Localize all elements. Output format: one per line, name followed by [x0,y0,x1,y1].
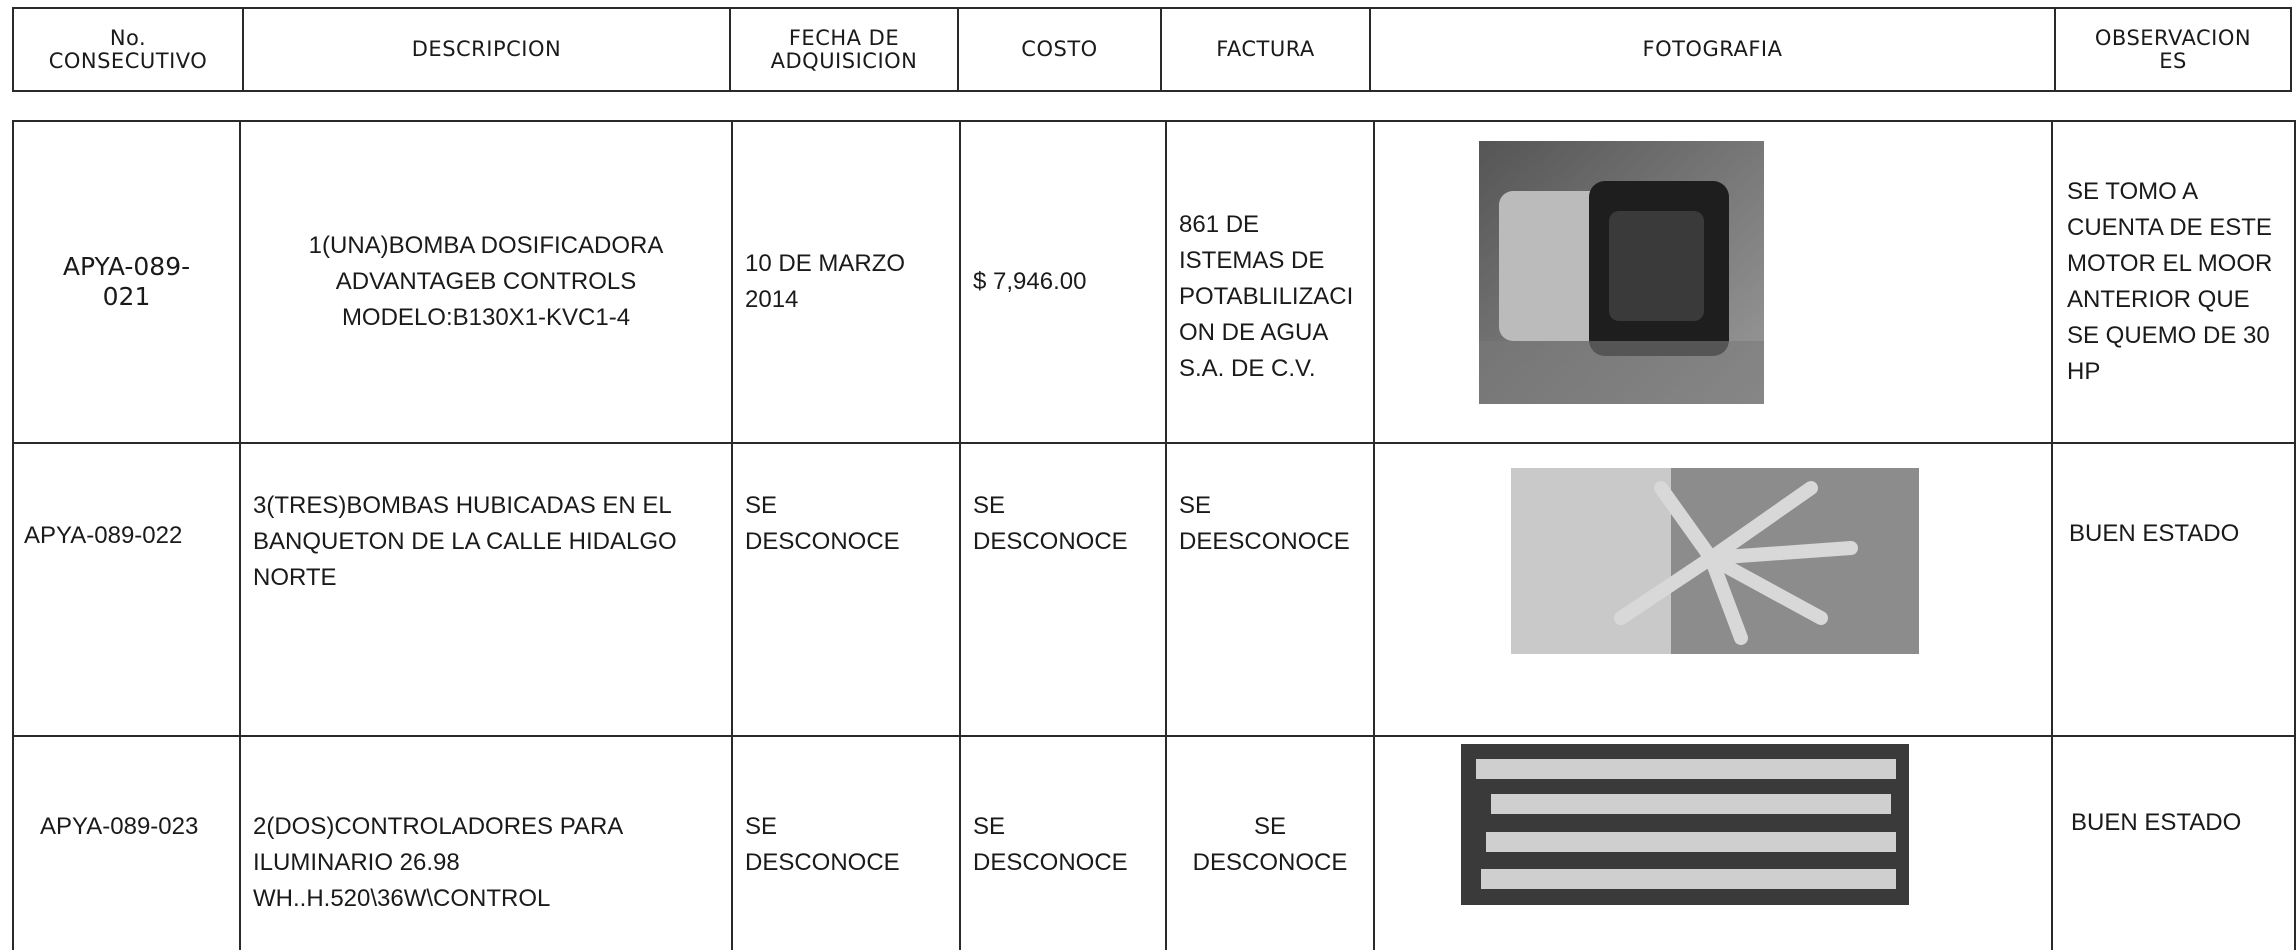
cell-text: SE DESCONOCE [745,492,900,555]
cell: 861 DE ISTEMAS DE POTABLILIZACI ON DE AG… [1165,120,1375,444]
header-text: OBSERVACION ES [2094,26,2252,73]
cell: APYA-089-022 [12,442,241,737]
cell: APYA-089-023 [12,735,241,950]
cell-text: SE DEESCONOCE [1179,492,1350,555]
cell: 1(UNA)BOMBA DOSIFICADORA ADVANTAGEB CONT… [239,120,733,444]
header-text: FECHA DE ADQUISICION [770,26,918,73]
header-cell: DESCRIPCION [242,7,731,92]
cell: APYA-089- 021 [12,120,241,444]
cell-text: SE DESCONOCE [1192,813,1348,876]
cell: SE TOMO A CUENTA DE ESTE MOTOR EL MOOR A… [2051,120,2296,444]
cell-text: SE DESCONOCE [745,813,900,876]
header-cell: FECHA DE ADQUISICION [729,7,959,92]
cell-text: 10 DE MARZO 2014 [745,250,906,313]
cell-text: 3(TRES)BOMBAS HUBICADAS EN EL BANQUETON … [253,492,677,591]
header-text: COSTO [1021,37,1098,62]
cell-text: APYA-089-023 [40,813,199,840]
header-cell: FACTURA [1160,7,1371,92]
header-text: DESCRIPCION [411,37,562,62]
cell-text: APYA-089- 021 [62,252,191,311]
cell: 2(DOS)CONTROLADORES PARA ILUMINARIO 26.9… [239,735,733,950]
header-cell: OBSERVACION ES [2054,7,2292,92]
cell-text: 2(DOS)CONTROLADORES PARA ILUMINARIO 26.9… [253,813,624,912]
header-text: FACTURA [1216,37,1315,62]
photo-pumps [1511,468,1919,654]
cell: BUEN ESTADO [2051,442,2296,737]
photo-controllers [1461,744,1909,905]
cell: BUEN ESTADO [2051,735,2296,950]
header-cell: COSTO [957,7,1162,92]
cell-text: 861 DE ISTEMAS DE POTABLILIZACI ON DE AG… [1179,211,1354,382]
cell: 10 DE MARZO 2014 [731,120,961,444]
header-text: No. CONSECUTIVO [48,26,208,73]
cell-text: BUEN ESTADO [2071,809,2242,836]
cell-text: APYA-089-022 [24,522,183,549]
cell: $ 7,946.00 [959,120,1167,444]
header-cell: No. CONSECUTIVO [12,7,244,92]
header-cell: FOTOGRAFIA [1369,7,2056,92]
cell-text: SE TOMO A CUENTA DE ESTE MOTOR EL MOOR A… [2067,178,2273,385]
cell: SE DESCONOCE [959,442,1167,737]
cell-text: SE DESCONOCE [973,492,1128,555]
cell: SE DESCONOCE [731,735,961,950]
cell-text: SE DESCONOCE [973,813,1128,876]
cell: SE DEESCONOCE [1165,442,1375,737]
cell-text: 1(UNA)BOMBA DOSIFICADORA ADVANTAGEB CONT… [308,232,664,331]
photo-pump [1479,141,1764,404]
cell: SE DESCONOCE [731,442,961,737]
cell: 3(TRES)BOMBAS HUBICADAS EN EL BANQUETON … [239,442,733,737]
header-text: FOTOGRAFIA [1642,37,1783,62]
cell: SE DESCONOCE [1165,735,1375,950]
cell: SE DESCONOCE [959,735,1167,950]
cell-text: $ 7,946.00 [973,268,1087,295]
cell-text: BUEN ESTADO [2069,520,2240,547]
